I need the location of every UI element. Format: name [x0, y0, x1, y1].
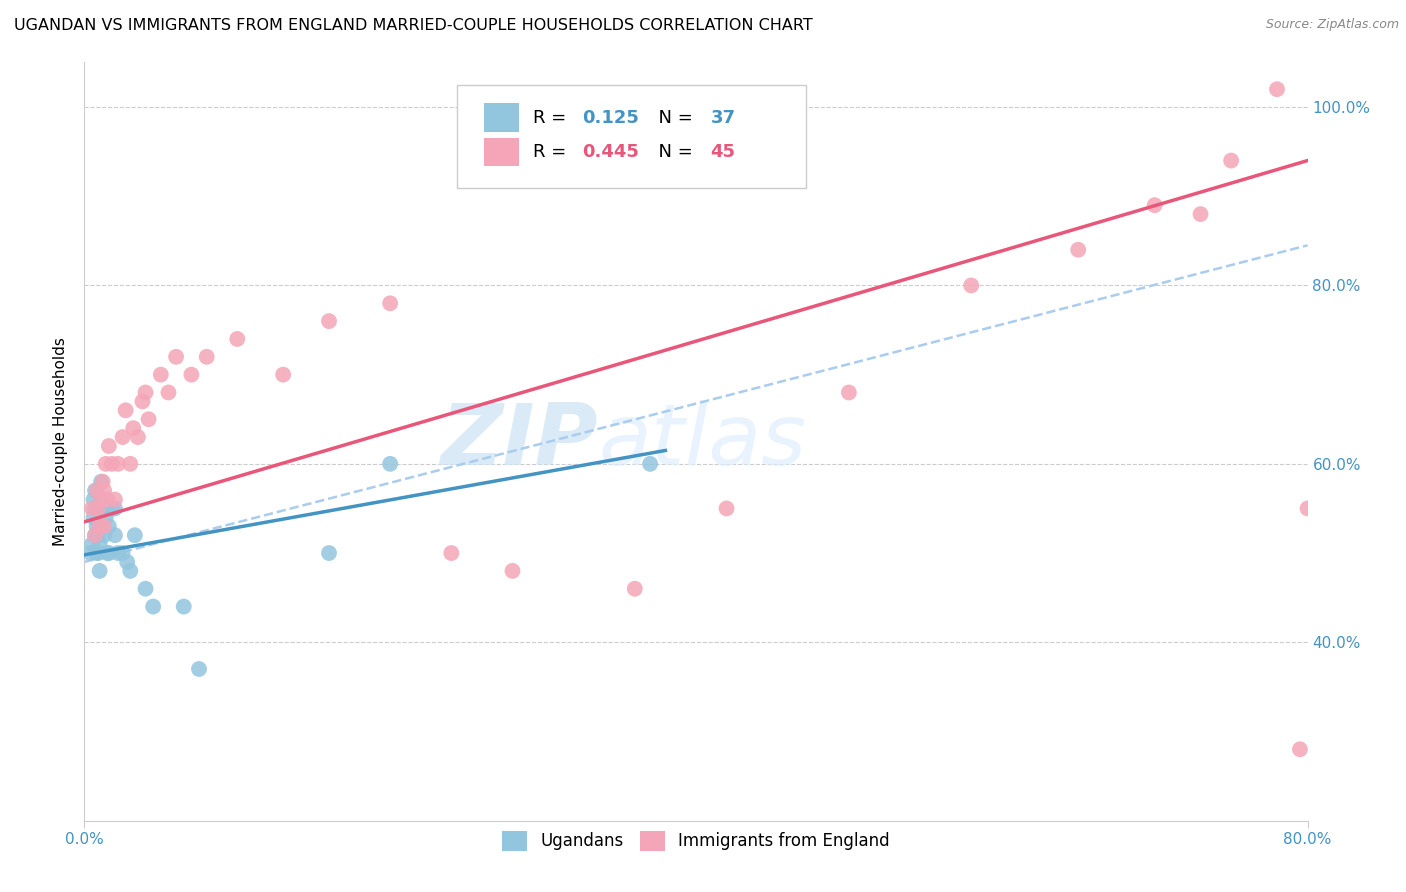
Point — [124, 528, 146, 542]
Point — [318, 546, 340, 560]
Point — [1289, 742, 1312, 756]
Point — [93, 519, 115, 533]
FancyBboxPatch shape — [484, 103, 519, 132]
Point — [90, 475, 112, 489]
Point — [440, 546, 463, 560]
Text: ZIP: ZIP — [440, 400, 598, 483]
Point — [86, 483, 108, 498]
Point — [97, 439, 120, 453]
Point — [188, 662, 211, 676]
Point — [165, 350, 187, 364]
Point — [318, 314, 340, 328]
Point — [89, 519, 111, 533]
Text: UGANDAN VS IMMIGRANTS FROM ENGLAND MARRIED-COUPLE HOUSEHOLDS CORRELATION CHART: UGANDAN VS IMMIGRANTS FROM ENGLAND MARRI… — [14, 18, 813, 33]
Point — [838, 385, 860, 400]
Text: 0.125: 0.125 — [582, 109, 640, 127]
Point — [226, 332, 249, 346]
Point — [97, 519, 120, 533]
Point — [135, 385, 157, 400]
Point — [89, 537, 111, 551]
Point — [93, 483, 115, 498]
Point — [84, 483, 107, 498]
Point — [97, 546, 120, 560]
Point — [120, 457, 142, 471]
Point — [380, 296, 402, 310]
Point — [195, 350, 218, 364]
Point — [138, 412, 160, 426]
Point — [84, 501, 107, 516]
Point — [86, 519, 108, 533]
Point — [716, 501, 738, 516]
Point — [84, 528, 107, 542]
Legend: Ugandans, Immigrants from England: Ugandans, Immigrants from England — [495, 824, 897, 858]
Point — [1265, 82, 1288, 96]
Point — [94, 510, 117, 524]
Point — [93, 528, 115, 542]
Text: 0.445: 0.445 — [582, 143, 640, 161]
Point — [83, 510, 105, 524]
Point — [960, 278, 983, 293]
Point — [84, 528, 107, 542]
Point — [271, 368, 294, 382]
Point — [180, 368, 202, 382]
Point — [122, 421, 145, 435]
Text: R =: R = — [533, 143, 572, 161]
Point — [90, 492, 112, 507]
Point — [87, 501, 110, 516]
Point — [131, 394, 153, 409]
Point — [96, 546, 118, 560]
Point — [104, 528, 127, 542]
Point — [107, 457, 129, 471]
Text: Source: ZipAtlas.com: Source: ZipAtlas.com — [1265, 18, 1399, 31]
Point — [104, 492, 127, 507]
Point — [94, 457, 117, 471]
Text: R =: R = — [533, 109, 578, 127]
Text: atlas: atlas — [598, 400, 806, 483]
Point — [624, 582, 647, 596]
Point — [127, 430, 149, 444]
Point — [101, 501, 124, 516]
Text: 45: 45 — [710, 143, 735, 161]
Point — [135, 582, 157, 596]
Text: 37: 37 — [710, 109, 735, 127]
Point — [115, 555, 138, 569]
Point — [104, 501, 127, 516]
Point — [142, 599, 165, 614]
Text: N =: N = — [647, 143, 699, 161]
Point — [107, 546, 129, 560]
Point — [1220, 153, 1243, 168]
Point — [1067, 243, 1090, 257]
Point — [114, 403, 136, 417]
Point — [91, 501, 114, 516]
Point — [120, 564, 142, 578]
Point — [80, 501, 103, 516]
Point — [149, 368, 172, 382]
Point — [91, 475, 114, 489]
FancyBboxPatch shape — [484, 137, 519, 166]
Point — [380, 457, 402, 471]
Point — [86, 546, 108, 560]
Point — [101, 457, 124, 471]
Point — [1296, 501, 1319, 516]
Point — [638, 457, 661, 471]
Y-axis label: Married-couple Households: Married-couple Households — [53, 337, 69, 546]
Point — [157, 385, 180, 400]
Point — [111, 546, 134, 560]
Point — [111, 430, 134, 444]
Point — [96, 492, 118, 507]
Point — [1143, 198, 1166, 212]
Point — [89, 519, 111, 533]
Text: N =: N = — [647, 109, 699, 127]
Point — [89, 564, 111, 578]
Point — [173, 599, 195, 614]
Point — [79, 546, 101, 560]
Point — [83, 492, 105, 507]
FancyBboxPatch shape — [457, 85, 806, 187]
Point — [87, 546, 110, 560]
Point — [1189, 207, 1212, 221]
Point — [502, 564, 524, 578]
Point — [87, 528, 110, 542]
Point — [90, 492, 112, 507]
Point — [80, 537, 103, 551]
